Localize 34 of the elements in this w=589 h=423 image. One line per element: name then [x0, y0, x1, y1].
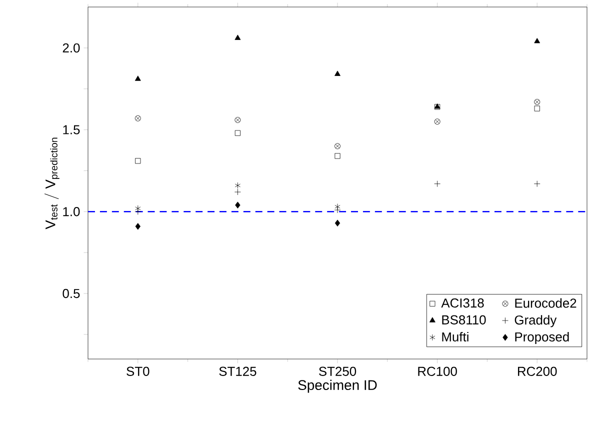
x-tick-label: ST0: [126, 366, 150, 376]
legend-label: Graddy: [514, 315, 557, 328]
point: [134, 76, 141, 81]
legend-label: ACI318: [441, 298, 484, 308]
point: [434, 118, 440, 125]
point: [334, 143, 340, 150]
y-axis-title: $\mathrm{V_{test}\;/\;V_{prediction}}$: [44, 138, 60, 230]
point: [334, 153, 340, 159]
point: [234, 34, 241, 40]
y-tick-label: 2.0: [62, 43, 80, 53]
point: [135, 158, 141, 164]
point: [235, 202, 240, 208]
point: [234, 116, 241, 123]
point: [234, 130, 240, 136]
legend-label: Eurocode2: [515, 298, 576, 308]
y-tick-label: 1.0: [63, 207, 80, 216]
legend-label: BS8110: [442, 315, 486, 324]
x-tick-label: ST250: [319, 366, 356, 376]
y-tick-label: 0.5: [62, 288, 80, 298]
x-tick-label: RC100: [418, 366, 457, 376]
point: [135, 205, 141, 212]
legend-label: Proposed: [515, 332, 569, 344]
point: [134, 115, 141, 122]
legend-label: Mufti: [442, 332, 468, 342]
point: [234, 182, 240, 189]
x-tick-label: RC200: [518, 366, 557, 376]
point: [334, 204, 340, 210]
point: [135, 222, 140, 230]
x-axis-title: Specimen ID: [298, 380, 377, 393]
point: [334, 220, 340, 226]
y-tick-label: 1.5: [63, 125, 80, 134]
x-tick-label: ST125: [219, 366, 256, 376]
point: [334, 70, 340, 76]
point: [534, 38, 540, 44]
